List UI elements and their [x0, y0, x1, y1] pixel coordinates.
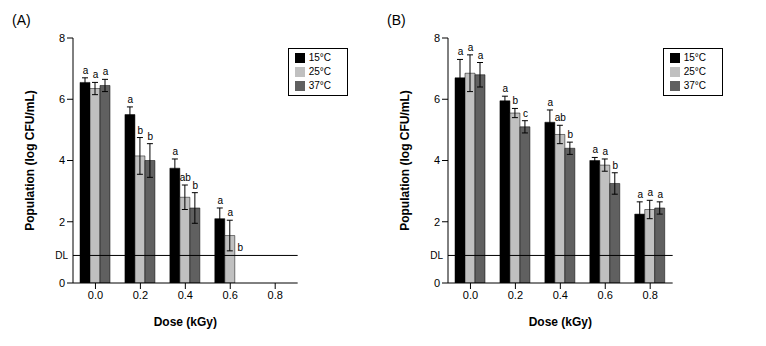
svg-text:b: b [513, 95, 519, 106]
svg-text:6: 6 [59, 93, 65, 105]
svg-text:a: a [548, 97, 554, 108]
svg-text:0.2: 0.2 [508, 289, 523, 301]
html-text:37°C: 37°C [308, 80, 331, 91]
svg-text:0.8: 0.8 [268, 289, 283, 301]
svg-text:DL: DL [55, 250, 68, 261]
html-text:(A): (A) [12, 12, 31, 28]
svg-text:a: a [657, 189, 663, 200]
svg-text:b: b [193, 180, 199, 191]
svg-text:Dose (kGy): Dose (kGy) [154, 315, 217, 329]
svg-text:0.6: 0.6 [598, 289, 613, 301]
svg-text:b: b [138, 125, 144, 136]
svg-text:ab: ab [180, 172, 192, 183]
svg-text:0.0: 0.0 [88, 289, 103, 301]
svg-text:a: a [103, 66, 109, 77]
svg-text:8: 8 [434, 32, 440, 44]
svg-text:2: 2 [434, 216, 440, 228]
svg-text:0.6: 0.6 [223, 289, 238, 301]
svg-text:4: 4 [434, 154, 440, 166]
html-text:15°C: 15°C [683, 52, 706, 63]
svg-text:0.4: 0.4 [553, 289, 568, 301]
svg-text:Population (log CFU/mL): Population (log CFU/mL) [23, 90, 37, 231]
svg-text:a: a [503, 83, 509, 94]
svg-text:0.0: 0.0 [463, 289, 478, 301]
svg-text:6: 6 [434, 93, 440, 105]
svg-text:b: b [237, 242, 243, 253]
svg-text:Dose (kGy): Dose (kGy) [529, 315, 592, 329]
svg-text:0.8: 0.8 [643, 289, 658, 301]
svg-text:Population (log CFU/mL): Population (log CFU/mL) [398, 90, 412, 231]
svg-text:0: 0 [59, 277, 65, 289]
svg-text:a: a [637, 189, 643, 200]
svg-text:a: a [83, 65, 89, 76]
svg-text:ab: ab [555, 112, 567, 123]
svg-text:a: a [173, 146, 179, 157]
svg-text:0.4: 0.4 [178, 289, 193, 301]
svg-text:0.2: 0.2 [133, 289, 148, 301]
svg-text:b: b [568, 129, 574, 140]
svg-text:a: a [478, 50, 484, 61]
svg-text:a: a [592, 144, 598, 155]
svg-text:a: a [128, 94, 134, 105]
svg-text:0: 0 [434, 277, 440, 289]
svg-text:8: 8 [59, 32, 65, 44]
svg-text:a: a [468, 42, 474, 53]
html-text:37°C: 37°C [683, 80, 706, 91]
svg-text:a: a [217, 195, 223, 206]
svg-text:a: a [227, 207, 233, 218]
svg-text:b: b [612, 160, 618, 171]
svg-text:a: a [602, 146, 608, 157]
html-text:15°C: 15°C [308, 52, 331, 63]
svg-text:a: a [647, 187, 653, 198]
svg-text:c: c [523, 108, 528, 119]
svg-text:4: 4 [59, 154, 65, 166]
svg-text:2: 2 [59, 216, 65, 228]
html-text:25°C: 25°C [308, 66, 331, 77]
svg-text:b: b [148, 131, 154, 142]
svg-text:DL: DL [430, 250, 443, 261]
svg-text:a: a [458, 46, 464, 57]
svg-text:a: a [93, 69, 99, 80]
html-text:(B): (B) [387, 12, 406, 28]
html-text:25°C: 25°C [683, 66, 706, 77]
